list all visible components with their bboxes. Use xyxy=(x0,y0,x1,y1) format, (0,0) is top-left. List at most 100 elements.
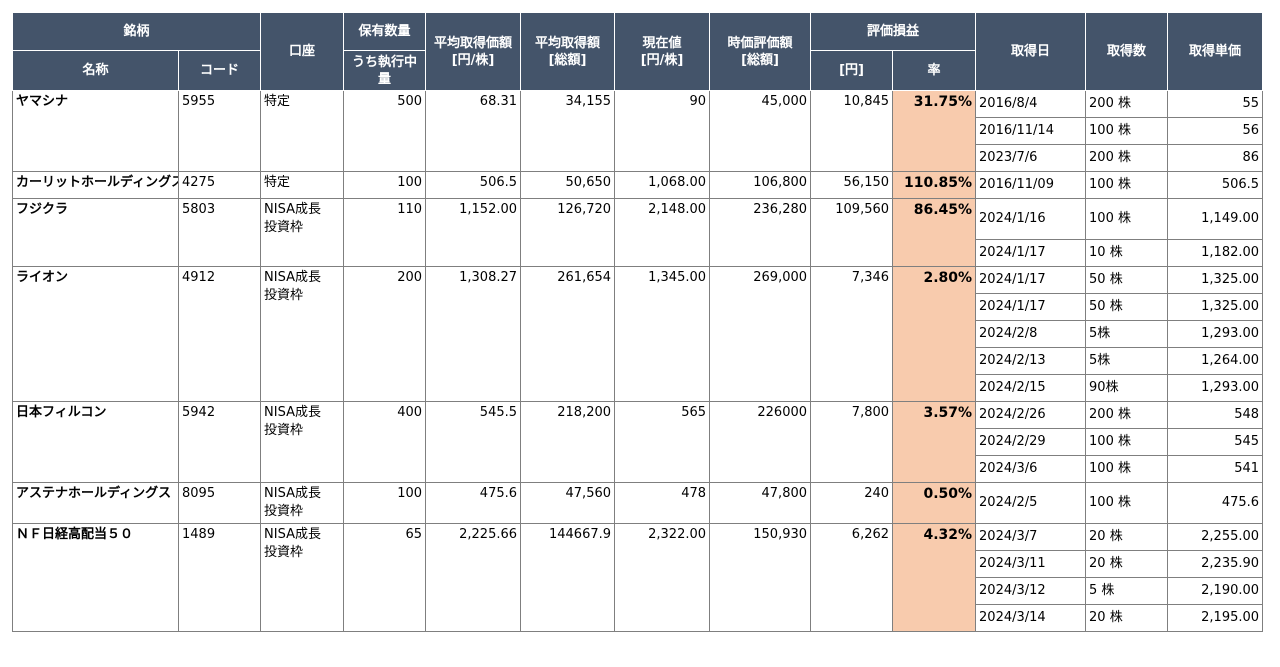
lot-price: 1,264.00 xyxy=(1167,347,1264,375)
account: 特定 xyxy=(260,171,345,199)
lot-date: 2024/2/13 xyxy=(975,347,1087,375)
pl-rate: 2.80% xyxy=(892,266,977,402)
lot-qty: 20 株 xyxy=(1085,550,1169,578)
quantity: 500 xyxy=(343,90,427,172)
lot-price: 545 xyxy=(1167,428,1264,456)
lot-qty: 50 株 xyxy=(1085,293,1169,321)
lot-qty: 200 株 xyxy=(1085,144,1169,172)
lot-date: 2024/3/14 xyxy=(975,604,1087,632)
stock-name: ライオン xyxy=(12,266,179,402)
lot-price: 1,293.00 xyxy=(1167,374,1264,402)
avg-total: 126,720 xyxy=(520,198,616,267)
lot-price: 1,182.00 xyxy=(1167,239,1264,267)
avg-price: 68.31 xyxy=(425,90,522,172)
lot-price: 1,149.00 xyxy=(1167,198,1264,240)
stock-code: 5803 xyxy=(177,198,262,267)
lot-date: 2024/1/17 xyxy=(975,293,1087,321)
pl-yen: 10,845 xyxy=(810,90,894,172)
holding-row: アステナホールディングス 8095 NISA成長投資枠 100 475.6 47,560 4… xyxy=(12,482,1264,524)
avg-total: 261,654 xyxy=(520,266,616,402)
header-unit: [総額] xyxy=(548,52,587,68)
header-cell: 取得単価 xyxy=(1167,12,1264,91)
quantity: 65 xyxy=(343,523,427,632)
header-label: 平均取得額 xyxy=(535,35,601,51)
holding-row: ＮＦ日経高配当５０ 1489 NISA成長投資枠 65 2,225.66 144667.9… xyxy=(12,523,1264,632)
lot-date: 2016/8/4 xyxy=(975,90,1087,118)
header-cell: 時価評価額 [総額] xyxy=(709,12,812,91)
market-value: 236,280 xyxy=(709,198,812,267)
holding-row: 2024/2/13 5株 1,264.00 xyxy=(13,347,1264,375)
lot-qty: 200 株 xyxy=(1085,90,1169,118)
lot-qty: 5株 xyxy=(1085,320,1169,348)
header-unit: [総額] xyxy=(741,52,779,68)
lot-date: 2024/2/5 xyxy=(975,482,1087,524)
market-value: 45,000 xyxy=(709,90,812,172)
account: NISA成長投資枠 xyxy=(260,198,345,267)
lot-price: 1,325.00 xyxy=(1167,266,1264,294)
current-price: 565 xyxy=(614,401,711,483)
market-value: 47,800 xyxy=(709,482,812,524)
holding-row: 2024/3/14 20 株 2,195.00 xyxy=(13,604,1264,632)
lot-date: 2024/1/17 xyxy=(975,239,1087,267)
holding-row: カーリットホールディングス 4275 特定 100 506.5 50,650 1,068.0… xyxy=(12,171,1264,199)
lot-qty: 5株 xyxy=(1085,347,1169,375)
account: NISA成長投資枠 xyxy=(260,482,345,524)
holding-row: 2016/11/14 100 株 56 xyxy=(13,117,1264,145)
table-header: 銘柄 口座 保有数量 平均取得価額 [円/株] 平均取得額 [総額] 現在値 [円/株… xyxy=(11,12,1264,91)
quantity: 100 xyxy=(343,482,427,524)
stock-name: フジクラ xyxy=(12,198,179,267)
pl-yen: 7,800 xyxy=(810,401,894,483)
lot-price: 548 xyxy=(1167,401,1264,429)
lot-qty: 50 株 xyxy=(1085,266,1169,294)
current-price: 90 xyxy=(614,90,711,172)
lot-date: 2024/3/12 xyxy=(975,577,1087,605)
holding-row: 2024/1/17 10 株 1,182.00 xyxy=(13,239,1264,267)
pl-yen: 109,560 xyxy=(810,198,894,267)
account: NISA成長投資枠 xyxy=(260,401,345,483)
quantity: 110 xyxy=(343,198,427,267)
lot-qty: 90株 xyxy=(1085,374,1169,402)
avg-total: 144667.9 xyxy=(520,523,616,632)
current-price: 2,148.00 xyxy=(614,198,711,267)
lot-qty: 100 株 xyxy=(1085,455,1169,483)
table-body: ヤマシナ 5955 特定 500 68.31 34,155 90 45,000 10,845 31… xyxy=(12,90,1264,632)
lot-price: 55 xyxy=(1167,90,1264,118)
avg-total: 50,650 xyxy=(520,171,616,199)
avg-price: 1,152.00 xyxy=(425,198,522,267)
header-cell: [円] xyxy=(810,50,894,91)
header-cell: 平均取得価額 [円/株] xyxy=(425,12,522,91)
header-label: 時価評価額 xyxy=(727,35,793,51)
account: 特定 xyxy=(260,90,345,172)
lot-date: 2024/2/15 xyxy=(975,374,1087,402)
pl-rate: 86.45% xyxy=(892,198,977,267)
holdings-table: 銘柄 口座 保有数量 平均取得価額 [円/株] 平均取得額 [総額] 現在値 [円/株… xyxy=(11,12,1264,632)
current-price: 478 xyxy=(614,482,711,524)
lot-date: 2016/11/14 xyxy=(975,117,1087,145)
lot-price: 541 xyxy=(1167,455,1264,483)
stock-name: アステナホールディングス xyxy=(12,482,179,524)
lot-qty: 10 株 xyxy=(1085,239,1169,267)
avg-total: 34,155 xyxy=(520,90,616,172)
pl-yen: 6,262 xyxy=(810,523,894,632)
avg-total: 47,560 xyxy=(520,482,616,524)
stock-code: 4912 xyxy=(177,266,262,402)
account: NISA成長投資枠 xyxy=(260,523,345,632)
holding-row: 2024/2/8 5株 1,293.00 xyxy=(13,320,1264,348)
lot-qty: 100 株 xyxy=(1085,428,1169,456)
lot-qty: 20 株 xyxy=(1085,523,1169,551)
holding-row: 2024/3/6 100 株 541 xyxy=(13,455,1264,483)
header-unit: [円/株] xyxy=(451,52,495,68)
lot-qty: 200 株 xyxy=(1085,401,1169,429)
holding-row: 2024/3/12 5 株 2,190.00 xyxy=(13,577,1264,605)
holding-row: フジクラ 5803 NISA成長投資枠 110 1,152.00 126,720 2,148… xyxy=(12,198,1264,267)
lot-price: 2,195.00 xyxy=(1167,604,1264,632)
pl-yen: 7,346 xyxy=(810,266,894,402)
lot-price: 2,235.90 xyxy=(1167,550,1264,578)
header-cell: 率 xyxy=(892,50,977,91)
lot-date: 2024/2/29 xyxy=(975,428,1087,456)
stock-code: 5955 xyxy=(177,90,262,172)
quantity: 200 xyxy=(343,266,427,402)
header-cell: 平均取得額 [総額] xyxy=(520,12,616,91)
account: NISA成長投資枠 xyxy=(260,266,345,402)
